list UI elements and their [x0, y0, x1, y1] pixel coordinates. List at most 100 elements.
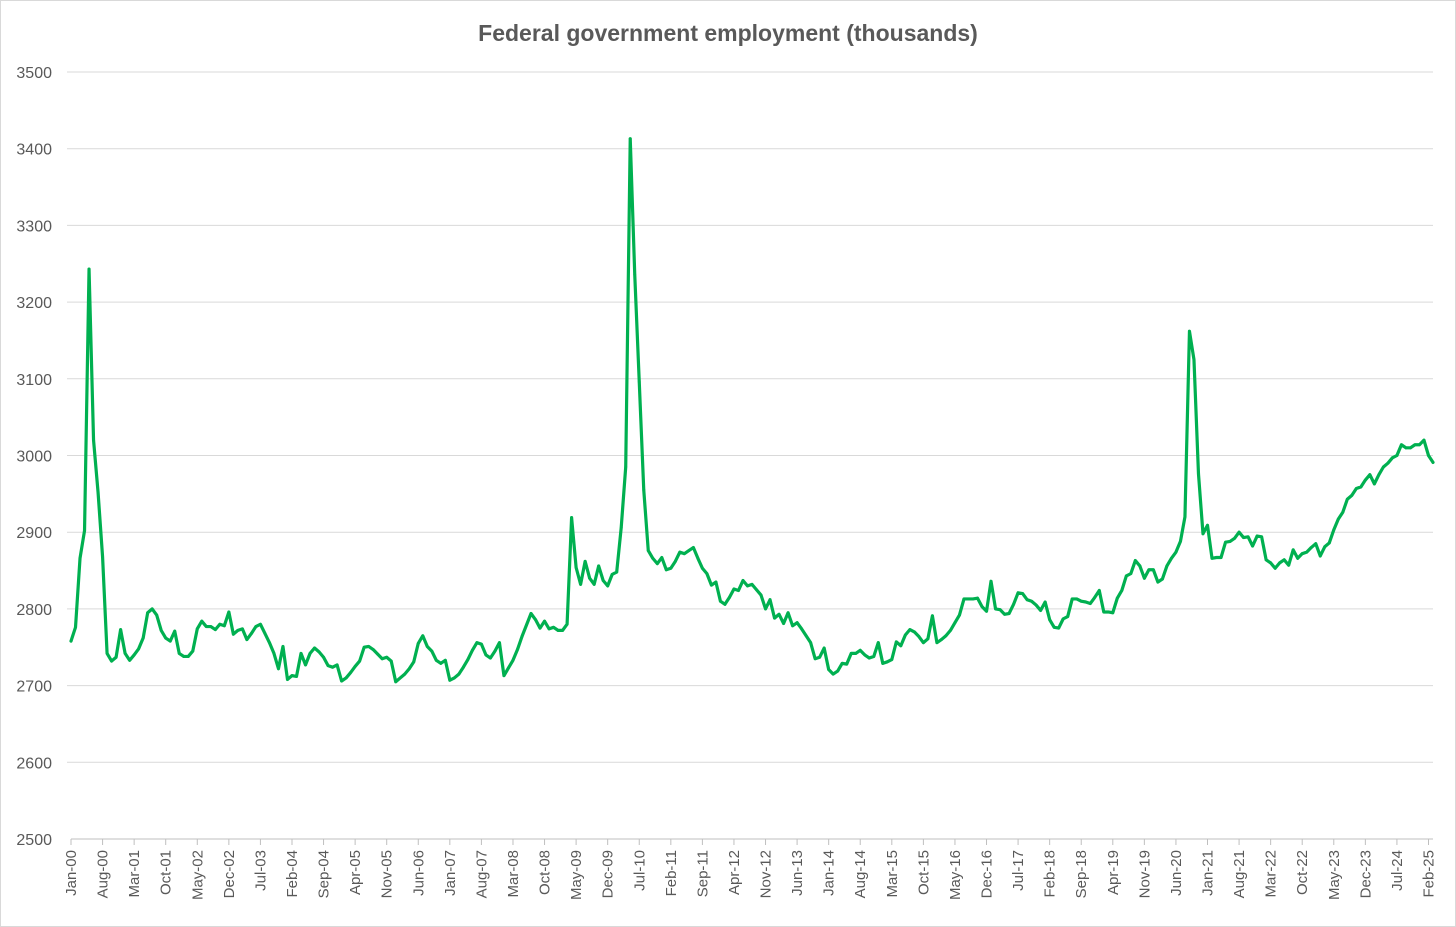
data-point: [114, 655, 118, 659]
data-point: [813, 657, 817, 661]
data-point: [755, 588, 758, 592]
data-point: [1138, 564, 1142, 568]
data-point: [971, 597, 975, 601]
data-point: [1255, 534, 1259, 538]
data-point: [1215, 556, 1218, 559]
data-point: [1120, 589, 1124, 592]
data-point: [231, 632, 235, 636]
data-point: [935, 641, 939, 645]
data-point: [209, 625, 213, 628]
data-point: [182, 655, 186, 658]
data-point: [1070, 597, 1074, 601]
x-tick-label-Dec-16: Dec-16: [979, 850, 996, 898]
data-point: [1210, 556, 1214, 560]
data-point: [637, 380, 641, 384]
data-point: [1427, 454, 1430, 457]
data-point: [809, 641, 813, 645]
data-point: [534, 618, 537, 622]
data-point: [1391, 456, 1394, 460]
data-point: [728, 595, 731, 599]
data-point: [836, 669, 840, 673]
data-point: [155, 613, 159, 617]
y-tick-label-2500: 2500: [16, 832, 52, 849]
data-point: [1057, 626, 1061, 630]
data-point: [1129, 572, 1133, 576]
x-tick-label-Nov-12: Nov-12: [758, 850, 775, 898]
data-point: [989, 579, 993, 583]
data-point: [213, 628, 217, 632]
data-point: [92, 438, 95, 442]
data-point: [579, 582, 583, 586]
data-point: [259, 622, 262, 626]
y-tick-label-3100: 3100: [16, 372, 52, 389]
data-point: [525, 623, 528, 627]
data-point: [268, 641, 271, 645]
data-point: [678, 550, 682, 554]
data-point: [502, 674, 506, 678]
data-point: [1300, 552, 1304, 556]
data-point: [1179, 540, 1182, 543]
data-point: [1323, 545, 1327, 549]
data-point: [561, 628, 564, 632]
data-point: [619, 526, 623, 529]
data-point: [795, 621, 799, 625]
data-point: [1359, 485, 1363, 489]
data-point: [773, 616, 776, 620]
data-point: [1034, 603, 1038, 607]
y-tick-label-3500: 3500: [16, 65, 52, 82]
data-point: [691, 546, 695, 549]
data-point: [1332, 528, 1336, 532]
data-point: [818, 655, 822, 659]
data-point: [313, 646, 316, 650]
data-point: [1363, 478, 1367, 482]
data-point: [69, 639, 73, 643]
data-point: [1278, 561, 1282, 565]
data-point: [628, 137, 632, 141]
data-point: [1228, 540, 1232, 543]
data-point: [565, 622, 569, 626]
data-point: [105, 651, 109, 655]
x-tick-label-Aug-21: Aug-21: [1231, 850, 1248, 898]
data-point: [1251, 544, 1254, 548]
data-point: [380, 657, 384, 661]
data-point: [1282, 558, 1286, 562]
data-point: [949, 628, 952, 632]
data-point: [863, 653, 867, 657]
x-tick-label-Mar-22: Mar-22: [1263, 850, 1280, 898]
data-point: [177, 651, 181, 655]
data-point: [1422, 438, 1426, 442]
data-point: [547, 627, 551, 631]
data-point: [137, 647, 141, 651]
data-point: [723, 602, 727, 606]
data-point: [687, 549, 691, 553]
data-point: [1192, 358, 1196, 362]
x-tick-label-Aug-07: Aug-07: [473, 850, 490, 898]
data-point: [299, 651, 303, 655]
data-point: [480, 642, 483, 646]
data-point: [398, 676, 402, 680]
data-point: [962, 597, 966, 601]
data-point: [543, 619, 546, 623]
series-layer: [69, 137, 1435, 684]
data-point: [737, 589, 740, 592]
data-point: [646, 549, 650, 553]
data-point: [1156, 580, 1160, 584]
data-point: [583, 559, 587, 563]
data-point: [308, 651, 312, 655]
x-tick-label-Jul-03: Jul-03: [252, 850, 269, 891]
data-point: [610, 572, 614, 576]
data-point: [1242, 536, 1245, 539]
data-point: [421, 634, 425, 638]
data-point: [141, 636, 145, 640]
data-point: [1269, 561, 1273, 565]
data-point: [1314, 542, 1318, 546]
data-point: [1147, 568, 1151, 572]
x-tick-label-Oct-15: Oct-15: [915, 850, 932, 895]
data-point: [917, 635, 921, 638]
data-point: [484, 653, 488, 657]
data-point: [967, 597, 970, 601]
data-point: [1273, 566, 1277, 570]
data-point: [101, 555, 104, 559]
data-point: [344, 676, 348, 680]
